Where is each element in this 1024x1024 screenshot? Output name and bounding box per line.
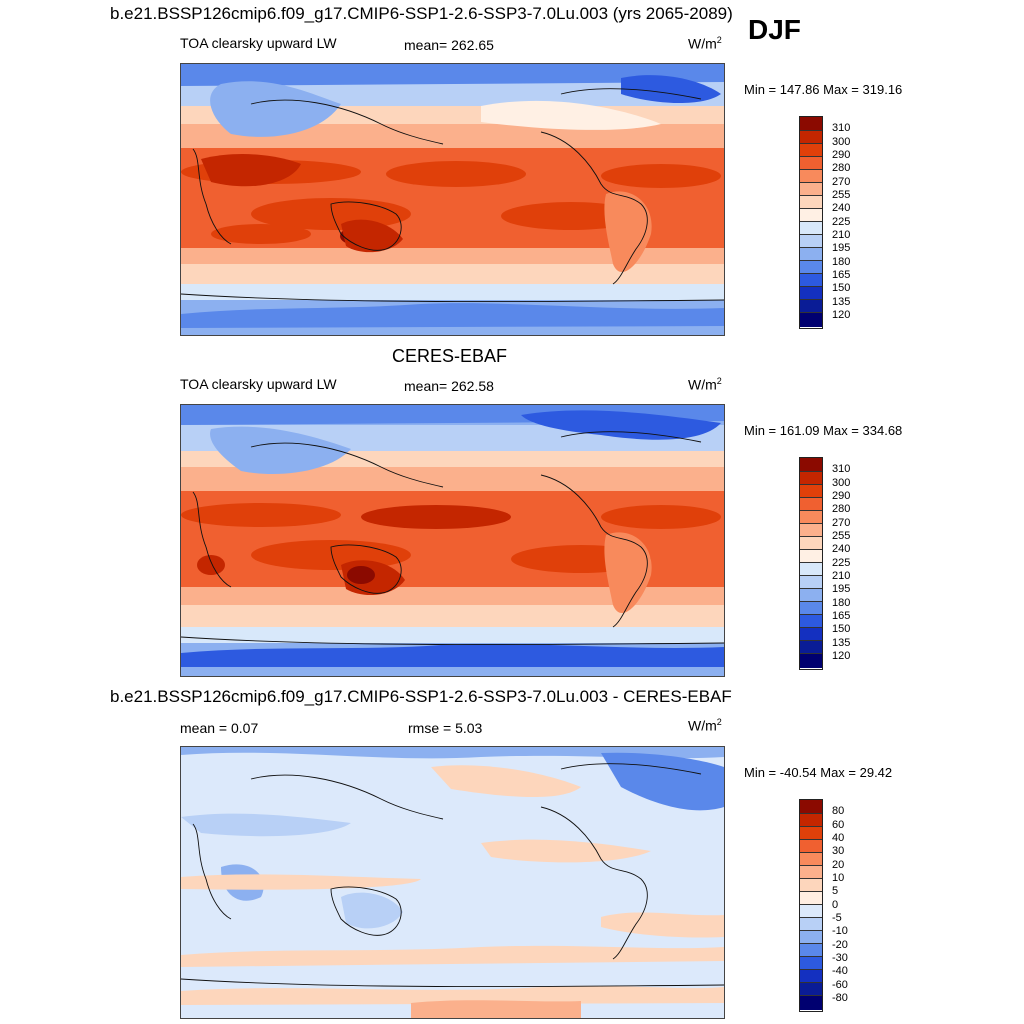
tick-label: 135 [832, 296, 851, 308]
panel3-title: b.e21.BSSP126cmip6.f09_g17.CMIP6-SSP1-2.… [110, 687, 732, 706]
tick-label: 300 [832, 136, 851, 148]
panel3-units: W/m2 [688, 717, 722, 734]
tick-label: 310 [832, 463, 851, 475]
panel3-mean: mean = 0.07 [180, 720, 259, 736]
tick-label: 60 [832, 819, 845, 831]
tick-label: 165 [832, 269, 851, 281]
tick-label: 195 [832, 242, 851, 254]
tick-label: 240 [832, 202, 851, 214]
tick-label: 255 [832, 189, 851, 201]
tick-label: -10 [832, 925, 848, 937]
panel2-colorbar [799, 457, 823, 670]
panel2-units: W/m2 [688, 376, 722, 393]
tick-label: 255 [832, 530, 851, 542]
tick-label: -30 [832, 952, 848, 964]
tick-label: 120 [832, 650, 851, 662]
tick-label: 225 [832, 216, 851, 228]
tick-label: 80 [832, 805, 845, 817]
panel1-field [181, 64, 724, 335]
tick-label: 280 [832, 162, 851, 174]
tick-label: 210 [832, 570, 851, 582]
tick-label: 150 [832, 282, 851, 294]
panel1-units: W/m2 [688, 35, 722, 52]
tick-label: -60 [832, 979, 848, 991]
panel1-colorbar [799, 116, 823, 329]
tick-label: 180 [832, 256, 851, 268]
season-label: DJF [748, 14, 801, 45]
panel3-minmax: Min = -40.54 Max = 29.42 [744, 765, 893, 780]
panel3-rmse: rmse = 5.03 [408, 720, 483, 736]
panel2-mean: mean= 262.58 [404, 378, 494, 394]
tick-label: 290 [832, 490, 851, 502]
tick-label: -80 [832, 992, 848, 1004]
tick-label: 310 [832, 122, 851, 134]
figure-title: b.e21.BSSP126cmip6.f09_g17.CMIP6-SSP1-2.… [110, 4, 733, 23]
panel3-colorbar [799, 799, 823, 1012]
panel1-variable: TOA clearsky upward LW [180, 35, 337, 51]
tick-label: -40 [832, 965, 848, 977]
tick-label: 290 [832, 149, 851, 161]
panel2-minmax: Min = 161.09 Max = 334.68 [744, 423, 903, 438]
tick-label: 165 [832, 610, 851, 622]
tick-label: 225 [832, 557, 851, 569]
panel3-field [181, 747, 724, 1018]
panel2-variable: TOA clearsky upward LW [180, 376, 337, 392]
tick-label: 195 [832, 583, 851, 595]
tick-label: 135 [832, 637, 851, 649]
tick-label: -5 [832, 912, 842, 924]
tick-label: 270 [832, 176, 851, 188]
panel1-map [180, 63, 725, 336]
panel2-field [181, 405, 724, 676]
tick-label: 20 [832, 859, 845, 871]
tick-label: -20 [832, 939, 848, 951]
tick-label: 180 [832, 597, 851, 609]
tick-label: 210 [832, 229, 851, 241]
tick-label: 10 [832, 872, 845, 884]
tick-label: 0 [832, 899, 839, 911]
tick-label: 300 [832, 477, 851, 489]
tick-label: 5 [832, 885, 839, 897]
tick-label: 280 [832, 503, 851, 515]
panel2-title: CERES-EBAF [392, 346, 508, 366]
panel1-mean: mean= 262.65 [404, 37, 494, 53]
panel3-map [180, 746, 725, 1019]
panel1-minmax: Min = 147.86 Max = 319.16 [744, 82, 903, 97]
tick-label: 150 [832, 623, 851, 635]
tick-label: 120 [832, 309, 851, 321]
tick-label: 240 [832, 543, 851, 555]
tick-label: 270 [832, 517, 851, 529]
tick-label: 40 [832, 832, 845, 844]
tick-label: 30 [832, 845, 845, 857]
panel2-map [180, 404, 725, 677]
